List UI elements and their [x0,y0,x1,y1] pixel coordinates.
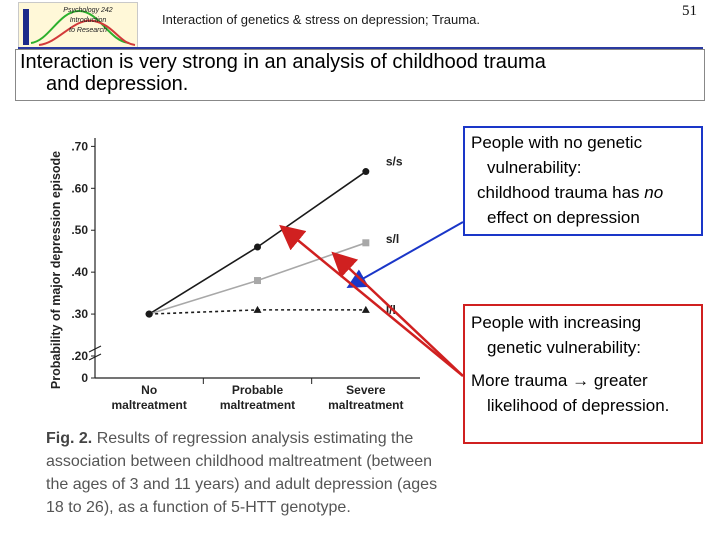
chart-series [145,168,370,318]
y-tick-label: .70 [71,139,88,153]
y-ticks: 0 .20 .30 .40 .50 .60 .70 [71,139,95,385]
slide-heading: Interaction is very strong in an analysi… [15,49,705,101]
y-tick-label: .20 [71,349,88,363]
callout-text: childhood trauma has [477,183,645,202]
x-category-label: Severe [346,383,386,397]
y-tick-label: 0 [81,371,88,385]
axis-break-mark [88,345,102,361]
callout-line: likelihood of depression. [487,396,670,415]
callout-emphasis: no [644,183,664,202]
callout-text: greater [589,371,648,390]
heading-line-1: Interaction is very strong in an analysi… [20,51,546,73]
title-divider [18,47,703,49]
callout-line: vulnerability: [487,158,582,177]
callout-line: More trauma → greater [471,368,701,393]
series-line-ss [148,170,367,315]
x-category-label: No [141,383,157,397]
y-axis-label: Probability of major depression episode [49,151,63,389]
heading-line-2: and depression. [46,73,189,95]
slide-number: 51 [682,3,697,19]
data-point [254,277,261,285]
course-logo: Psychology 242 Introduction to Research [18,2,138,48]
x-category-label: maltreatment [220,398,295,412]
x-category-label: maltreatment [111,398,186,412]
logo-line: to Research [69,27,107,34]
slide-title: Interaction of genetics & stress on depr… [162,12,480,27]
logo-line: Introduction [69,17,107,24]
caption-text: Results of regression analysis estimatin… [46,430,438,516]
logo-curves-icon [30,9,136,46]
series-labels: s/s s/l l/l [386,155,403,317]
callout-line: genetic vulnerability: [487,338,642,357]
callout-line: childhood trauma has no [471,183,663,202]
callout-line: effect on depression [487,208,640,227]
callout-line: People with increasing [471,313,642,332]
logo-line: Psychology 242 [63,7,113,14]
data-point [145,310,153,318]
y-tick-label: .30 [71,307,88,321]
arrow-right-icon: → [572,371,590,390]
depression-line-chart: Probability of major depression episode … [49,138,420,412]
x-category-label: Probable [232,383,284,397]
no-vulnerability-callout: People with no genetic vulnerability: ch… [463,126,703,236]
data-point [253,305,262,313]
data-point [362,239,370,247]
series-label: l/l [386,303,396,317]
x-category-label: maltreatment [328,398,403,412]
series-label: s/l [386,232,399,246]
increasing-vulnerability-callout: People with increasing genetic vulnerabi… [463,304,703,444]
chart-axes [88,138,420,384]
y-tick-label: .40 [71,265,88,279]
logo-text: Psychology 242 Introduction to Research [53,6,123,36]
data-point [362,168,370,176]
x-category-labels: NomaltreatmentProbablemaltreatmentSevere… [111,383,403,412]
callout-text: More trauma [471,371,568,390]
series-label: s/s [386,155,403,169]
callout-line: People with no genetic [471,133,643,152]
data-point [254,243,261,251]
data-point [361,305,370,313]
figure-caption: Fig. 2. Results of regression analysis e… [46,427,446,519]
y-tick-label: .50 [71,223,88,237]
caption-label: Fig. 2. [46,430,93,447]
logo-bar [23,9,29,45]
y-tick-label: .60 [71,181,88,195]
